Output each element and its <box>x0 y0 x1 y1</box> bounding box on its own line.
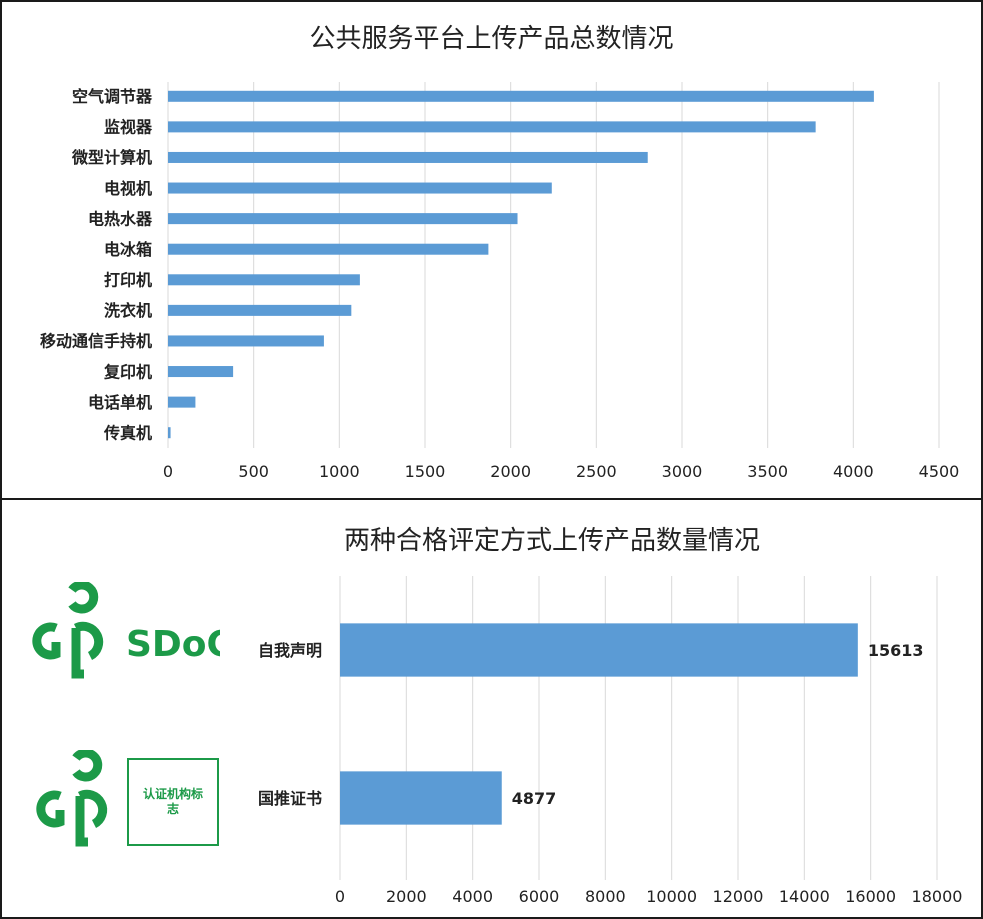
chart-panel-upload-totals: 公共服务平台上传产品总数情况 0 500 1000 1500 2000 2500 3000 3… <box>0 0 983 500</box>
category-label: 国推证书 <box>258 789 322 808</box>
x-tick-label: 8000 <box>585 887 626 906</box>
bar <box>168 335 324 347</box>
data-label: 4877 <box>512 789 557 808</box>
x-tick-label: 4500 <box>919 462 960 481</box>
chart-title: 公共服务平台上传产品总数情况 <box>309 24 674 54</box>
bar <box>168 243 489 255</box>
x-tick-label: 0 <box>335 887 345 906</box>
sdoc-logo-text: SDoC <box>126 624 220 665</box>
data-label: 15613 <box>868 641 924 660</box>
x-tick-label: 16000 <box>845 887 896 906</box>
bar <box>168 121 816 133</box>
x-tick-label: 3500 <box>747 462 788 481</box>
category-label: 复印机 <box>103 362 152 381</box>
x-tick-label: 4000 <box>452 887 493 906</box>
category-label: 空气调节器 <box>72 87 153 106</box>
x-tick-label: 4000 <box>833 462 874 481</box>
cgp-cert-logo <box>36 750 108 847</box>
category-label: 电冰箱 <box>104 240 152 259</box>
bar <box>168 304 352 316</box>
bar <box>168 213 518 225</box>
bar <box>168 396 196 408</box>
x-tick-label: 2000 <box>490 462 531 481</box>
x-tick-label: 1500 <box>405 462 446 481</box>
category-label: 移动通信手持机 <box>40 332 152 351</box>
bar-chart-assessment-methods: 0 2000 4000 6000 8000 10000 12000 14000 16000 180… <box>258 576 963 906</box>
bar <box>168 182 552 194</box>
x-tick-label: 12000 <box>713 887 764 906</box>
cgp-mark-icon <box>36 750 108 847</box>
x-tick-label: 2500 <box>576 462 617 481</box>
x-tick-label: 0 <box>163 462 173 481</box>
category-label: 电话单机 <box>88 393 152 412</box>
chart-panel-assessment-methods: 两种合格评定方式上传产品数量情况 SDoC 认证机构标志 0 2000 4000 60… <box>0 498 983 919</box>
x-tick-label: 18000 <box>912 887 963 906</box>
category-label: 自我声明 <box>258 641 322 660</box>
category-label: 电热水器 <box>88 209 153 228</box>
x-tick-label: 6000 <box>519 887 560 906</box>
bar <box>340 771 502 825</box>
bar <box>168 366 234 378</box>
x-tick-label: 10000 <box>646 887 697 906</box>
x-tick-label: 500 <box>238 462 269 481</box>
category-label: 微型计算机 <box>71 148 152 167</box>
cert-authority-mark-text: 认证机构标志 <box>143 787 204 816</box>
cgp-mark-icon <box>32 582 104 679</box>
category-label: 打印机 <box>104 271 152 290</box>
bar <box>340 623 858 677</box>
x-tick-label: 1000 <box>319 462 360 481</box>
category-label: 洗衣机 <box>104 301 152 320</box>
bar <box>168 151 648 163</box>
x-tick-label: 2000 <box>386 887 427 906</box>
chart-title: 两种合格评定方式上传产品数量情况 <box>343 526 760 556</box>
bar <box>168 90 874 102</box>
category-label: 传真机 <box>103 423 152 442</box>
cert-authority-mark-box: 认证机构标志 <box>127 758 219 846</box>
x-tick-label: 14000 <box>779 887 830 906</box>
category-label: 电视机 <box>104 179 152 198</box>
x-tick-label: 3000 <box>662 462 703 481</box>
bar-chart-upload-totals: 0 500 1000 1500 2000 2500 3000 3500 4000 4500 空气调节… <box>40 82 960 481</box>
bar <box>168 427 171 439</box>
category-label: 监视器 <box>104 118 153 137</box>
cgp-sdoc-logo: SDoC <box>32 582 220 679</box>
bar <box>168 274 360 286</box>
